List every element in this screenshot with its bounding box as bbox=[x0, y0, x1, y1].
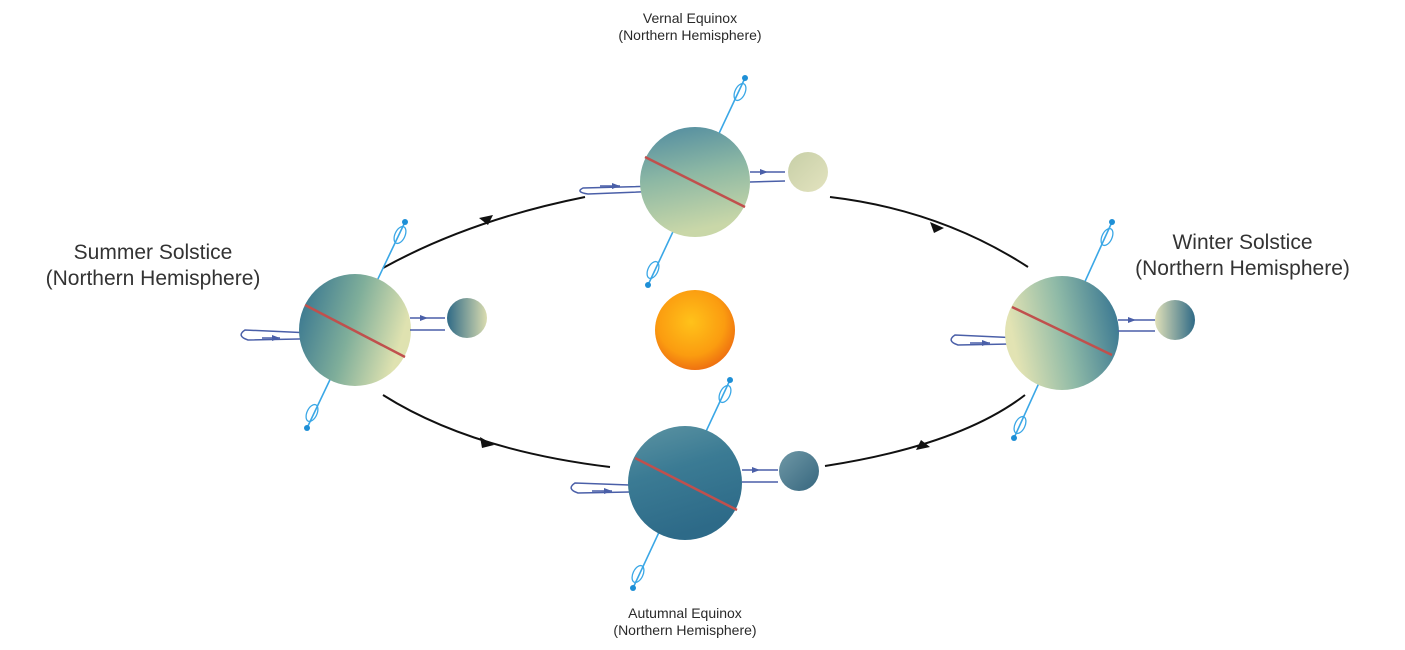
equator-line bbox=[634, 456, 738, 512]
summer-solstice-label: Summer Solstice (Northern Hemisphere) bbox=[18, 240, 288, 291]
summer-solstice-title: Summer Solstice bbox=[73, 241, 233, 264]
axis-ring-icon bbox=[631, 564, 645, 584]
moon-icon bbox=[788, 152, 828, 192]
axis-ring-icon bbox=[718, 384, 732, 404]
axis-ring-icon bbox=[1100, 227, 1114, 247]
axis-pole-dot bbox=[645, 282, 651, 288]
axis-ring-icon bbox=[305, 403, 319, 423]
autumnal-equinox-subtitle: (Northern Hemisphere) bbox=[613, 622, 757, 639]
spin-arrow-icon bbox=[570, 482, 686, 494]
orbit-arrowheads bbox=[479, 215, 944, 450]
winter-solstice-label: Winter Solstice (Northern Hemisphere) bbox=[1105, 230, 1380, 281]
orbit-arrowhead-icon bbox=[930, 222, 944, 233]
equator-line bbox=[644, 155, 746, 209]
earth-winter-group bbox=[950, 219, 1195, 441]
orbit-arrowhead-icon bbox=[480, 437, 494, 448]
orbit-arrow-icon bbox=[382, 394, 611, 468]
vernal-equinox-subtitle: (Northern Hemisphere) bbox=[618, 27, 762, 44]
orbit-arrow-icon bbox=[382, 196, 586, 269]
axis-pole-dot bbox=[727, 377, 733, 383]
vernal-equinox-title: Vernal Equinox bbox=[642, 10, 738, 26]
equator-line bbox=[304, 303, 406, 359]
axis-pole-dot bbox=[1109, 219, 1115, 225]
summer-solstice-subtitle: (Northern Hemisphere) bbox=[45, 266, 261, 290]
winter-solstice-title: Winter Solstice bbox=[1172, 231, 1313, 254]
axis-ring-icon bbox=[1013, 415, 1027, 435]
autumnal-equinox-label: Autumnal Equinox (Northern Hemisphere) bbox=[575, 605, 795, 639]
orbit-arrow-icon bbox=[824, 394, 1026, 467]
axis-pole-dot bbox=[304, 425, 310, 431]
sun-icon bbox=[655, 290, 735, 370]
vernal-equinox-label: Vernal Equinox (Northern Hemisphere) bbox=[580, 10, 800, 44]
winter-solstice-subtitle: (Northern Hemisphere) bbox=[1135, 256, 1350, 280]
axis-ring-icon bbox=[646, 260, 660, 280]
spin-arrow-icon bbox=[950, 334, 1063, 346]
axis-pole-dot bbox=[630, 585, 636, 591]
axis-pole-dot bbox=[742, 75, 748, 81]
moon-icon bbox=[447, 298, 487, 338]
earth-vernal-group bbox=[579, 75, 828, 288]
autumnal-equinox-title: Autumnal Equinox bbox=[628, 605, 742, 621]
orbit-path bbox=[382, 196, 1029, 468]
equator-line bbox=[1011, 305, 1113, 357]
axis-ring-icon bbox=[733, 82, 747, 102]
earth-summer-group bbox=[240, 219, 487, 431]
axis-pole-dot bbox=[402, 219, 408, 225]
axis-pole-dot bbox=[1011, 435, 1017, 441]
orbit-arrowhead-icon bbox=[916, 440, 930, 450]
spin-arrow-icon bbox=[579, 184, 696, 195]
moon-icon bbox=[1155, 300, 1195, 340]
orbit-arrow-icon bbox=[829, 196, 1029, 268]
earth-icon bbox=[1005, 276, 1119, 390]
earth-autumn-group bbox=[570, 377, 819, 591]
axis-ring-icon bbox=[393, 225, 407, 245]
moon-icon bbox=[779, 451, 819, 491]
orbit-arrowhead-icon bbox=[479, 215, 493, 225]
spin-arrow-icon bbox=[240, 329, 356, 341]
